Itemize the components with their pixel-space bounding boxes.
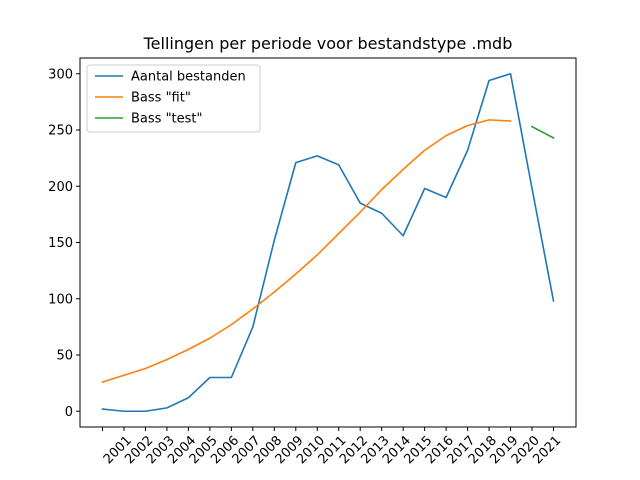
legend-box [86, 64, 261, 133]
y-tick-label: 100 [48, 292, 73, 307]
y-tick-label: 250 [48, 124, 73, 139]
series-line-0 [101, 72, 555, 413]
y-tick-label: 0 [65, 405, 73, 420]
legend: Aantal bestanden Bass "fit" Bass "test" [86, 64, 261, 133]
series-line-2 [530, 125, 555, 139]
y-tick-label: 150 [48, 236, 73, 251]
series-line-1 [101, 119, 512, 384]
legend-label: Bass "fit" [131, 91, 191, 106]
y-axis: 0 50 100 150 200 250 300 [48, 67, 80, 420]
legend-label: Aantal bestanden [131, 70, 246, 85]
legend-label: Bass "test" [131, 112, 203, 127]
x-axis: 2001200220032004200520062007200820092010… [101, 427, 564, 467]
series-lines [101, 72, 555, 413]
y-tick-label: 200 [48, 180, 73, 195]
chart-title: Tellingen per periode voor bestandstype … [143, 34, 513, 53]
y-tick-label: 50 [56, 349, 73, 364]
y-tick-label: 300 [48, 67, 73, 82]
